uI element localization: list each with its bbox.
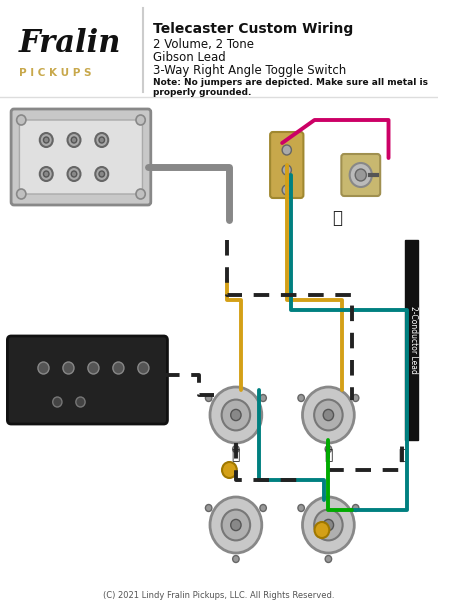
Circle shape [260,504,266,511]
Circle shape [136,189,145,199]
FancyBboxPatch shape [405,240,418,440]
Circle shape [298,395,304,402]
Circle shape [302,387,354,443]
Circle shape [99,137,105,143]
FancyBboxPatch shape [19,120,143,194]
Circle shape [352,395,359,402]
Circle shape [231,409,241,421]
Circle shape [210,497,262,553]
Circle shape [76,397,85,407]
Text: 2 Volume, 2 Tone: 2 Volume, 2 Tone [153,38,254,51]
Circle shape [282,165,292,175]
Circle shape [298,504,304,511]
Circle shape [355,169,366,181]
Circle shape [17,115,26,125]
Circle shape [325,555,332,563]
Circle shape [38,362,49,374]
Circle shape [314,509,343,541]
Circle shape [205,395,212,402]
Text: Gibson Lead: Gibson Lead [153,51,225,64]
Circle shape [315,522,329,538]
Circle shape [44,137,49,143]
FancyBboxPatch shape [341,154,380,196]
Text: Telecaster Custom Wiring: Telecaster Custom Wiring [153,22,353,36]
Circle shape [282,145,292,155]
Text: ⏚: ⏚ [232,448,240,462]
Text: Note: No jumpers are depicted. Make sure all metal is
properly grounded.: Note: No jumpers are depicted. Make sure… [153,78,428,97]
Circle shape [99,171,105,177]
Circle shape [210,387,262,443]
Circle shape [222,400,250,430]
Circle shape [222,462,237,478]
Circle shape [67,133,81,147]
Text: 3-Way Right Angle Toggle Switch: 3-Way Right Angle Toggle Switch [153,64,346,77]
Circle shape [88,362,99,374]
Circle shape [95,133,108,147]
Text: ⏚: ⏚ [398,448,407,462]
Circle shape [323,519,334,531]
Circle shape [67,167,81,181]
FancyBboxPatch shape [270,132,303,198]
Circle shape [231,519,241,531]
Circle shape [302,497,354,553]
Circle shape [282,185,292,195]
Circle shape [40,133,53,147]
FancyBboxPatch shape [8,336,167,424]
Circle shape [138,362,149,374]
Circle shape [71,137,77,143]
Circle shape [44,171,49,177]
Text: ⏚: ⏚ [333,209,343,227]
Text: (C) 2021 Lindy Fralin Pickups, LLC. All Rights Reserved.: (C) 2021 Lindy Fralin Pickups, LLC. All … [103,591,335,600]
Circle shape [314,400,343,430]
Circle shape [63,362,74,374]
Circle shape [17,189,26,199]
Circle shape [53,397,62,407]
Circle shape [136,115,145,125]
Text: 2-Conductor Lead: 2-Conductor Lead [409,306,418,374]
Circle shape [95,167,108,181]
Text: ⏚: ⏚ [324,448,333,462]
Text: Fralin: Fralin [18,28,121,59]
Circle shape [205,504,212,511]
Text: P I C K U P S: P I C K U P S [18,68,91,78]
Circle shape [233,446,239,452]
Circle shape [113,362,124,374]
Circle shape [325,446,332,452]
Circle shape [350,163,372,187]
Circle shape [40,167,53,181]
Circle shape [260,395,266,402]
Circle shape [222,509,250,541]
Circle shape [233,555,239,563]
FancyBboxPatch shape [11,109,151,205]
Circle shape [71,171,77,177]
Circle shape [352,504,359,511]
Circle shape [323,409,334,421]
